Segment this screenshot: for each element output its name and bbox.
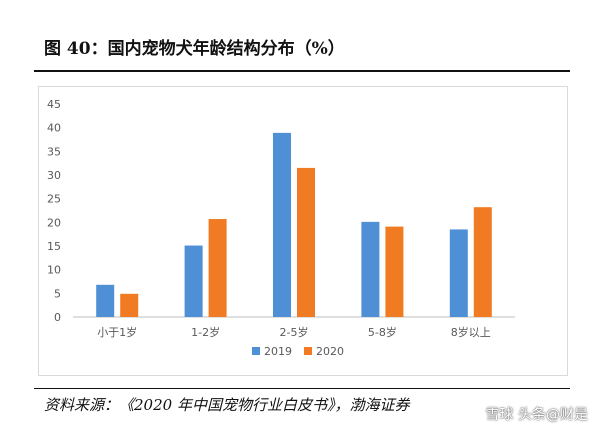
bar-2020-4 [473,207,492,317]
y-tick-label: 45 [47,98,61,111]
x-tick-label: 1-2岁 [191,325,220,339]
bar-2020-0 [120,293,139,317]
x-tick-label: 2-5岁 [280,325,309,339]
bar-2019-3 [361,221,380,317]
figure-title: 图 40：国内宠物犬年龄结构分布（%） [44,39,345,59]
y-tick-label: 30 [47,169,61,182]
bar-2019-4 [449,229,468,317]
source-note: 资料来源：《2020 年中国宠物行业白皮书》，渤海证券 [44,396,410,414]
y-tick-label: 10 [47,264,61,277]
bar-2020-1 [208,219,227,317]
bar-2019-0 [96,284,115,317]
title-rule [34,70,570,72]
y-tick-label: 5 [54,287,61,300]
chart-frame: 0 5 10 15 20 25 30 35 40 45 小于1岁 1-2岁 2-5岁 5-8岁 8岁以上 20… [38,86,568,376]
legend-label-2020: 2020 [316,345,344,358]
bar-2019-1 [184,245,203,317]
watermark: 雪球 头条@财是 [485,407,588,423]
bar-chart: 0 5 10 15 20 25 30 35 40 45 小于1岁 1-2岁 2-5岁 5-8岁 8岁以上 20… [47,98,515,358]
x-tick-label: 小于1岁 [97,325,137,339]
bar-2020-3 [385,226,404,317]
x-tick-label: 8岁以上 [451,325,491,339]
bar-2019-2 [273,132,291,317]
y-tick-label: 15 [47,240,61,253]
legend-swatch-2019 [252,347,260,355]
legend-label-2019: 2019 [264,345,292,358]
legend-swatch-2020 [304,347,312,355]
y-tick-label: 20 [47,216,61,229]
y-tick-label: 25 [47,193,61,206]
x-tick-label: 5-8岁 [368,325,397,339]
y-tick-label: 35 [47,145,61,158]
bar-2020-2 [297,167,315,317]
source-rule [34,388,570,389]
y-tick-label: 0 [54,311,61,324]
y-tick-label: 40 [47,122,61,135]
